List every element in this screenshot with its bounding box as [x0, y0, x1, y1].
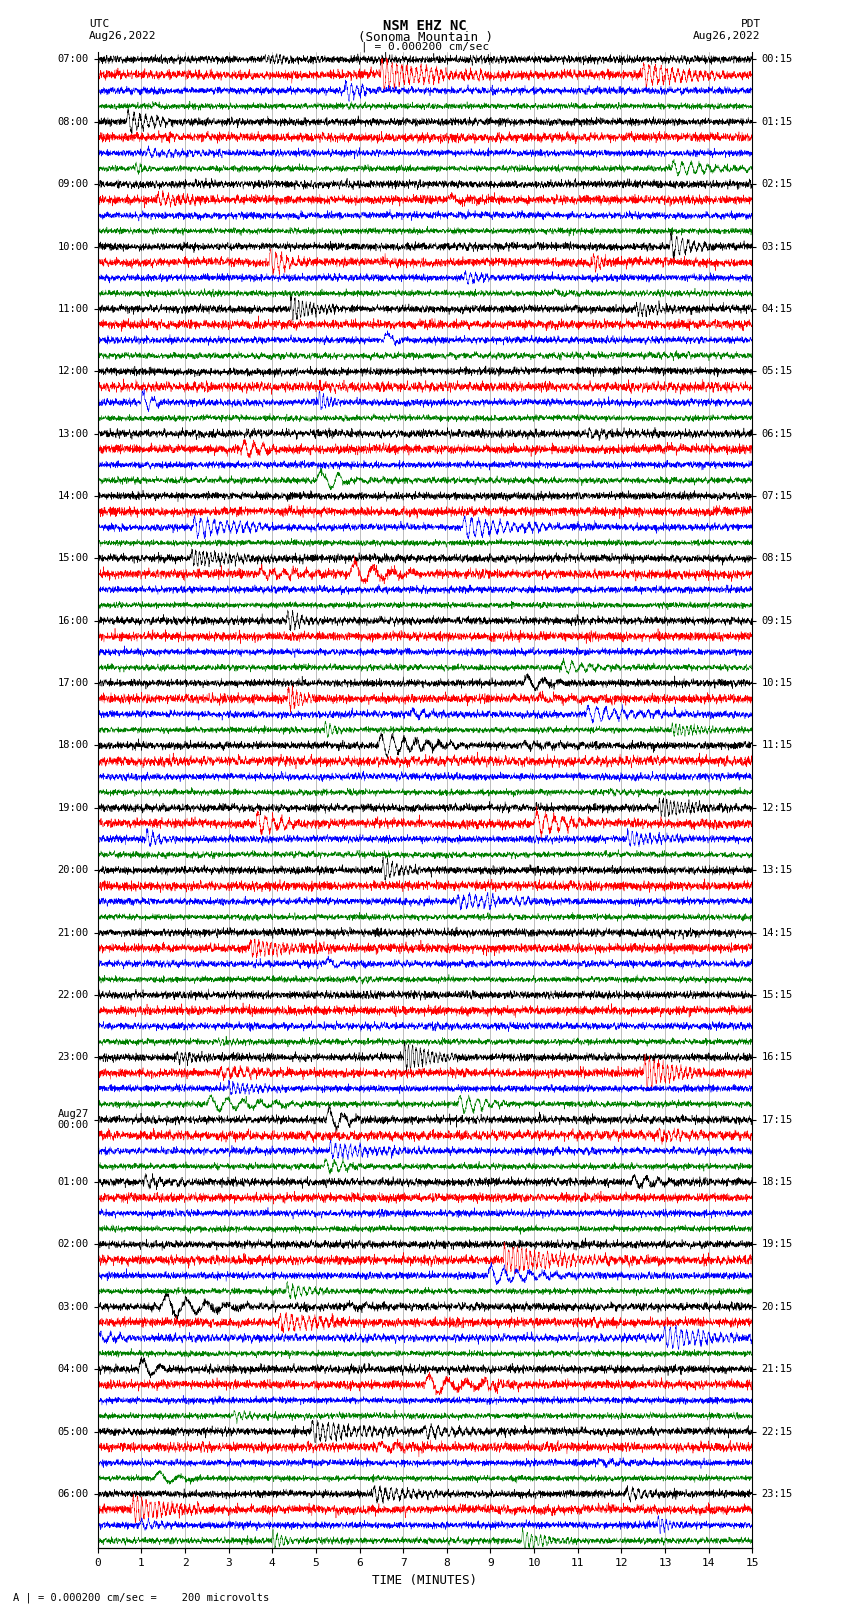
- Text: A | = 0.000200 cm/sec =    200 microvolts: A | = 0.000200 cm/sec = 200 microvolts: [13, 1592, 269, 1603]
- Text: PDT: PDT: [740, 19, 761, 29]
- Text: | = 0.000200 cm/sec: | = 0.000200 cm/sec: [361, 42, 489, 53]
- Text: UTC: UTC: [89, 19, 110, 29]
- Text: NSM EHZ NC: NSM EHZ NC: [383, 19, 467, 34]
- Text: (Sonoma Mountain ): (Sonoma Mountain ): [358, 31, 492, 44]
- Text: Aug26,2022: Aug26,2022: [694, 31, 761, 40]
- X-axis label: TIME (MINUTES): TIME (MINUTES): [372, 1574, 478, 1587]
- Text: Aug26,2022: Aug26,2022: [89, 31, 156, 40]
